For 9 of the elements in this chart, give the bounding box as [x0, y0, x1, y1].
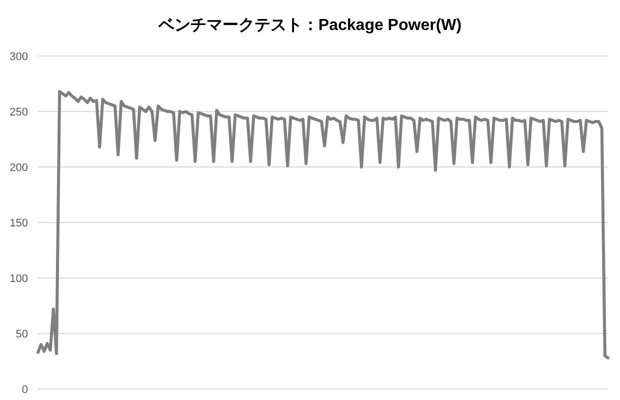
y-tick-label: 100 [10, 273, 28, 285]
y-tick-label: 0 [22, 384, 28, 396]
y-tick-label: 150 [10, 218, 28, 230]
y-tick-label: 200 [10, 162, 28, 174]
chart-title: ベンチマークテスト：Package Power(W) [157, 17, 462, 34]
y-tick-label: 300 [10, 51, 28, 63]
line-series [36, 90, 610, 360]
y-tick-label: 250 [10, 106, 28, 118]
y-tick-label: 50 [16, 328, 28, 340]
